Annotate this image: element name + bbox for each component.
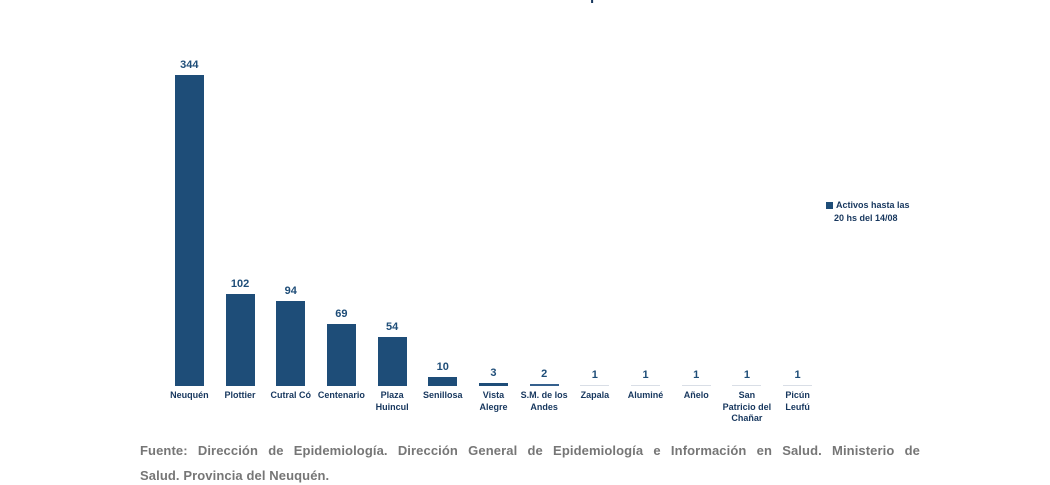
bar-group: 1 (722, 0, 773, 386)
bar-value-label: 10 (436, 361, 449, 373)
x-axis-label: S.M. de los Andes (520, 390, 568, 412)
bar (326, 324, 356, 386)
bar-value-label: 102 (230, 278, 250, 290)
x-axis-label: Cutral Có (270, 390, 311, 400)
bar-value-label: 1 (591, 369, 598, 381)
x-axis-label: Centenario (317, 390, 365, 400)
x-axis-label: Añelo (683, 390, 709, 400)
source-note-line2: Salud. Provincia del Neuquén. (140, 468, 330, 483)
bar-value-label: 344 (180, 59, 199, 71)
x-axis-label: Zapala (580, 390, 610, 400)
x-axis: Neuquén Plottier Cutral Có Centenario Pl… (164, 390, 824, 425)
bar-group: 94 (265, 0, 316, 386)
bar-group: 1 (671, 0, 722, 386)
bar-group: 10 (417, 0, 468, 386)
x-axis-label: Plottier (224, 390, 256, 400)
bar-group: 344 (164, 0, 215, 386)
bar-value-label: 1 (743, 369, 750, 381)
chart-legend: Activos hasta las 20 hs del 14/08 (826, 200, 926, 225)
bar-group: 69 (316, 0, 367, 386)
x-axis-label: Aluminé (627, 390, 664, 400)
legend-label-line2: 20 hs del 14/08 (834, 213, 898, 224)
x-axis-label: Vista Alegre (479, 390, 508, 412)
bar (478, 383, 508, 386)
bar-group: 102 (215, 0, 266, 386)
bar-group: 3 (468, 0, 519, 386)
bar (428, 377, 458, 386)
chart-title: Provincia del Neuquén (30, 0, 1050, 4)
bar-group: 54 (367, 0, 418, 386)
bar (529, 384, 559, 386)
bar (174, 75, 204, 386)
bar-value-label: 94 (284, 285, 297, 297)
bar-group: 1 (620, 0, 671, 386)
bar (276, 301, 306, 386)
bar-value-label: 54 (385, 321, 399, 333)
bar-group: 2 (519, 0, 570, 386)
legend-square-icon (826, 202, 833, 210)
bar-value-label: 1 (794, 369, 801, 381)
bar (580, 385, 610, 386)
bar-value-label: 3 (490, 367, 497, 379)
bar (225, 294, 255, 386)
bar (732, 385, 762, 386)
x-axis-label: San Patricio del Chañar (722, 390, 772, 424)
bar (681, 385, 711, 386)
bar (783, 385, 813, 386)
bar-group: 1 (772, 0, 823, 386)
x-axis-label: Senillosa (423, 390, 463, 400)
legend-label-line1: Activos hasta las (836, 200, 910, 210)
x-axis-label: Picún Leufú (785, 390, 810, 412)
x-axis-label: Neuquén (170, 390, 209, 400)
active-cases-bar-chart: 344 102 94 69 54 10 3 2 (164, 0, 824, 386)
bar (631, 385, 661, 386)
bar-value-label: 1 (642, 369, 649, 381)
x-axis-label: Plaza Huincul (375, 390, 409, 412)
bar-group: 1 (570, 0, 621, 386)
bar-value-label: 2 (541, 368, 548, 380)
source-note-line1: Fuente: Dirección de Epidemiología. Dire… (140, 443, 920, 458)
source-note: Fuente: Dirección de Epidemiología. Dire… (140, 438, 920, 485)
bar-value-label: 1 (693, 369, 700, 381)
bar (377, 337, 407, 386)
bar-value-label: 69 (335, 308, 348, 320)
